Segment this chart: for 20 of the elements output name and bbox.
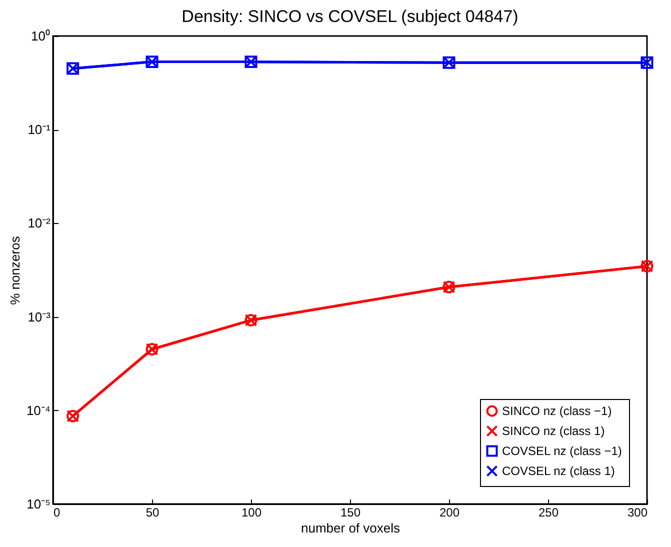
x-tick-label: 200 [439, 506, 460, 520]
y-tick-label: 10⁻⁴ [26, 402, 50, 418]
x-tick-label: 250 [538, 506, 559, 520]
legend-label: COVSEL nz (class −1) [502, 444, 622, 458]
y-tick-label: 10⁰ [31, 28, 50, 44]
legend-label: COVSEL nz (class 1) [502, 464, 615, 478]
x-tick-label: 150 [340, 506, 361, 520]
legend-label: SINCO nz (class 1) [502, 424, 605, 438]
legend-label: SINCO nz (class −1) [502, 404, 612, 418]
x-tick-label: 100 [241, 506, 262, 520]
x-tick-label: 300 [627, 506, 648, 520]
x-axis-title: number of voxels [301, 520, 400, 536]
x-tick-label: 0 [54, 506, 60, 520]
y-axis-title: % nonzeros [7, 236, 22, 305]
y-tick-label: 10⁻⁵ [26, 496, 50, 512]
y-tick-label: 10⁻¹ [28, 122, 52, 138]
y-tick-label: 10⁻² [28, 216, 52, 231]
y-tick-label: 10⁻³ [28, 309, 52, 324]
x-tick-label: 50 [146, 506, 160, 520]
chart-title: Density: SINCO vs COVSEL (subject 04847) [182, 7, 518, 26]
